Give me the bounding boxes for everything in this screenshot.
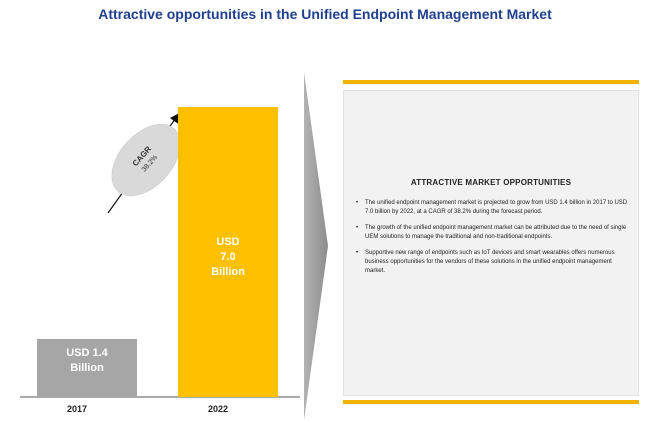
x-tick-label-2017: 2017 (66, 404, 88, 414)
bar-value-label-2022: USD 7.0 Billion (211, 235, 245, 278)
chart-title: Attractive opportunities in the Unified … (98, 6, 552, 22)
x-tick-label-2022: 2022 (207, 404, 229, 414)
panel-bottom-rule (343, 400, 639, 404)
chevron-arrow (304, 72, 328, 420)
bar-2022 (178, 107, 278, 397)
bullet-text: The unified endpoint management market i… (365, 200, 628, 215)
bullet-text: Supportive new range of endpoints such a… (365, 250, 615, 274)
bullet-icon: • (356, 200, 359, 206)
panel-top-rule (343, 80, 639, 84)
bar-value-label-2017: USD 1.4 Billion (66, 347, 108, 374)
bullet-icon: • (356, 225, 359, 231)
list-item: • Supportive new range of endpoints such … (356, 249, 632, 276)
cagr-badge: CAGR 38.2% (111, 124, 181, 196)
list-item: • The unified endpoint management market … (356, 199, 632, 217)
panel-heading: ATTRACTIVE MARKET OPPORTUNITIES (410, 178, 572, 187)
bullet-text: The growth of the unified endpoint manag… (365, 225, 627, 240)
list-item: • The growth of the unified endpoint mana… (356, 224, 632, 242)
opportunities-panel: ATTRACTIVE MARKET OPPORTUNITIES • The uni… (343, 90, 639, 396)
bar-2017 (37, 339, 137, 397)
opportunities-list: • The unified endpoint management market … (356, 199, 632, 283)
bullet-icon: • (356, 250, 359, 256)
